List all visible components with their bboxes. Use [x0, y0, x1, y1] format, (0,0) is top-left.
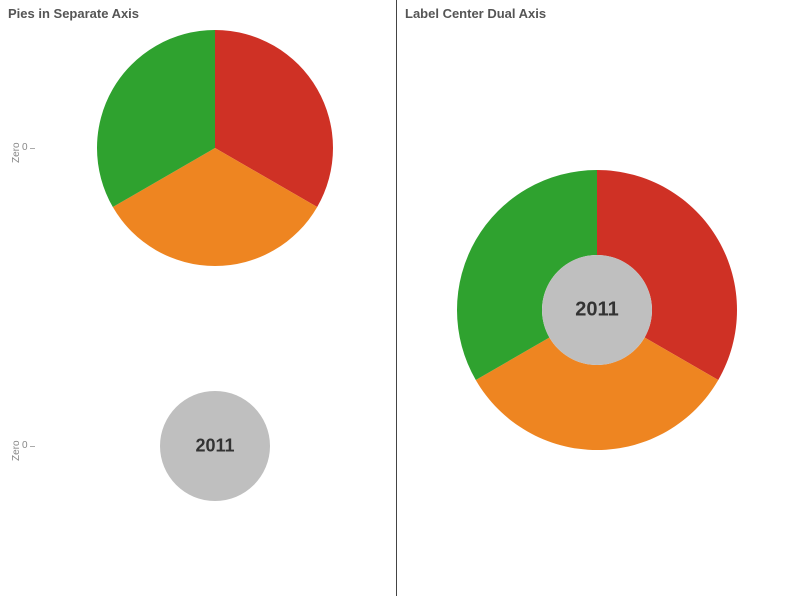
donut-center-label: 2011 [575, 299, 618, 322]
bottom-circle-label: 2011 [195, 436, 234, 457]
pie-chart-top [97, 30, 333, 266]
left-svg [0, 0, 397, 596]
left-panel: Pies in Separate Axis Zero 0 Zero 0 2011 [0, 0, 397, 596]
right-panel: Label Center Dual Axis 2011 [397, 0, 794, 596]
chart-container: Pies in Separate Axis Zero 0 Zero 0 2011… [0, 0, 794, 596]
